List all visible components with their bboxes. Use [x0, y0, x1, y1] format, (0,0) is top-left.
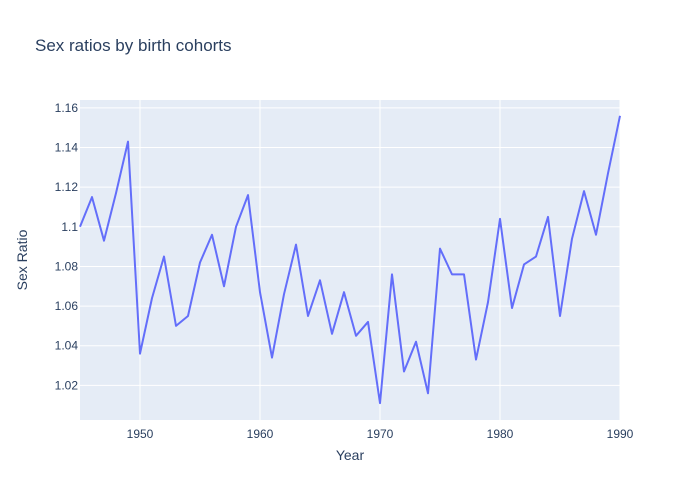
x-tick-label: 1970 — [367, 427, 394, 441]
chart-title: Sex ratios by birth cohorts — [35, 36, 232, 55]
grid — [80, 100, 621, 420]
y-tick-label: 1.04 — [55, 339, 79, 353]
x-tick-label: 1960 — [247, 427, 274, 441]
y-tick-label: 1.08 — [55, 259, 79, 273]
y-tick-label: 1.06 — [55, 299, 79, 313]
x-axis-title: Year — [336, 447, 365, 463]
series-layer — [79, 115, 621, 405]
y-tick-label: 1.1 — [61, 220, 78, 234]
y-axis-title: Sex Ratio — [14, 229, 30, 290]
x-tick-label: 1990 — [607, 427, 634, 441]
y-axis-ticks: 1.02 1.04 1.06 1.08 1.1 1.12 1.14 1.16 — [55, 101, 79, 392]
y-tick-label: 1.12 — [55, 180, 79, 194]
series-line — [79, 115, 621, 405]
x-axis-ticks: 1950 1960 1970 1980 1990 — [127, 427, 634, 441]
y-tick-label: 1.14 — [55, 141, 79, 155]
x-tick-label: 1980 — [487, 427, 514, 441]
x-tick-label: 1950 — [127, 427, 154, 441]
y-tick-label: 1.16 — [55, 101, 79, 115]
y-tick-label: 1.02 — [55, 378, 79, 392]
